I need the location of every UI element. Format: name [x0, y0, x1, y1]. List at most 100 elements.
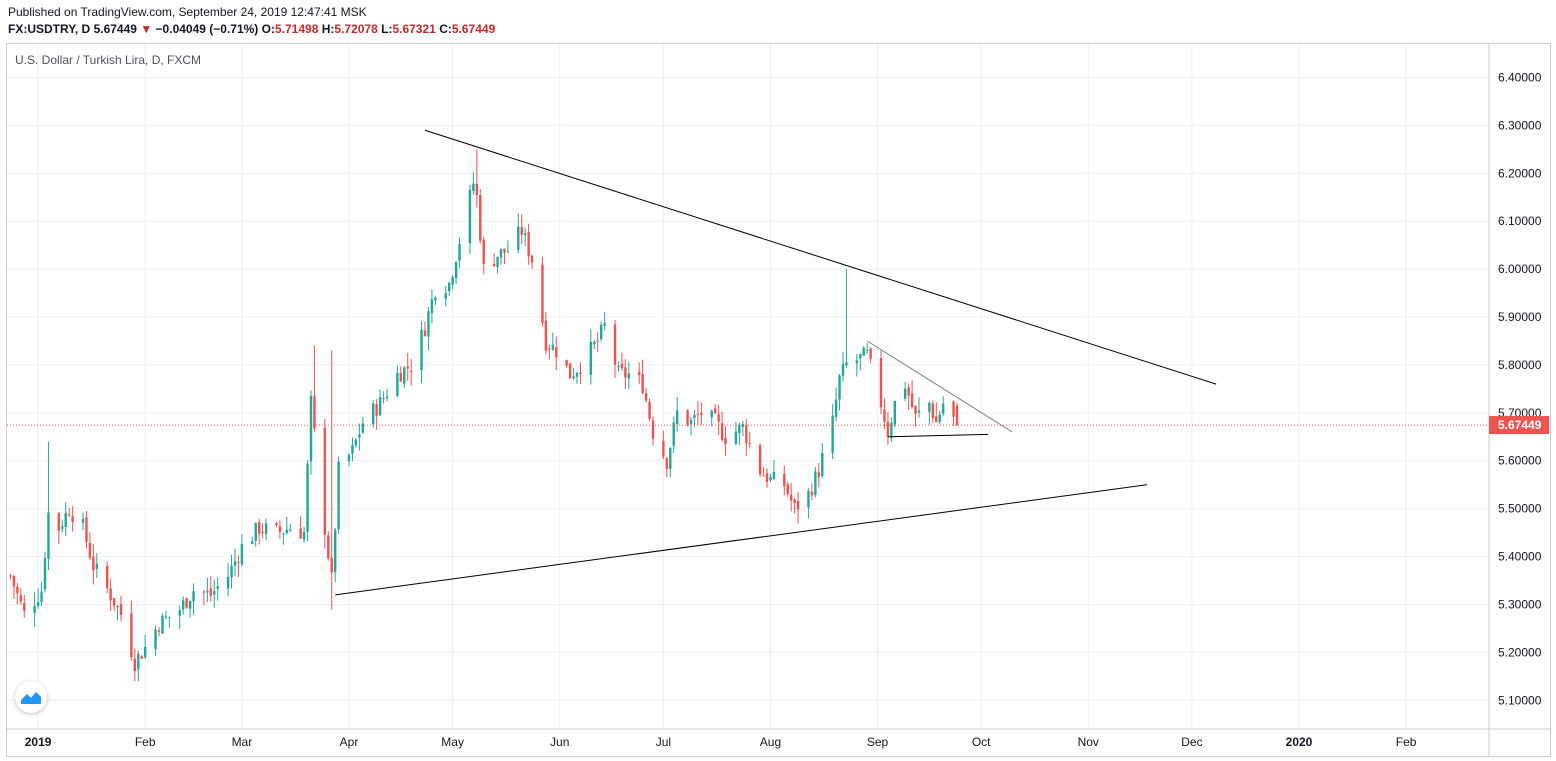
candle-body [361, 423, 365, 433]
candle-body [648, 401, 651, 419]
candle-body [579, 372, 582, 374]
candle-body [669, 448, 672, 469]
candle-body [955, 405, 959, 426]
candle-body [64, 513, 67, 527]
candle-body [213, 591, 216, 595]
tradingview-logo-icon[interactable] [15, 681, 47, 713]
candle-body [890, 422, 893, 439]
open-label: O: [261, 22, 275, 36]
candle-body [672, 422, 675, 446]
high-label: H: [321, 22, 335, 36]
candle-body [544, 320, 548, 351]
down-triangle-icon: ▼ [140, 22, 153, 36]
candle-body [154, 629, 157, 650]
candle-body [859, 354, 862, 359]
price-tick-label: 5.80000 [1498, 358, 1542, 372]
candle-body [88, 543, 92, 558]
candle-body [206, 590, 209, 593]
candle-body [423, 330, 427, 336]
candle-body [472, 183, 475, 191]
candle-body [61, 526, 64, 529]
candle-body [19, 595, 23, 602]
close-value: 5.67449 [451, 22, 496, 36]
candle-body [641, 373, 644, 393]
upper-resistance-line[interactable] [424, 129, 1217, 385]
candle-body [257, 522, 261, 534]
candle-body [952, 401, 955, 417]
candle-body [427, 311, 430, 337]
price-tick-label: 5.20000 [1498, 645, 1542, 659]
candle-body [644, 393, 648, 401]
candle-body [713, 408, 717, 414]
candle-body [527, 231, 530, 257]
price-tick-label: 6.00000 [1498, 262, 1542, 276]
candle-body [817, 472, 821, 478]
candle-body [323, 427, 327, 535]
candle-body [786, 484, 789, 495]
candle-body [133, 658, 137, 672]
candle-body [855, 360, 859, 364]
candle-body [9, 575, 12, 577]
pennant-upper-line[interactable] [866, 340, 1013, 433]
price-tick-label: 6.30000 [1498, 118, 1542, 132]
candle-body [814, 471, 817, 496]
candle-body [693, 415, 696, 419]
published-info: Published on TradingView.com, September … [8, 5, 367, 19]
candle-body [119, 604, 123, 615]
candle-body [523, 233, 527, 236]
chart-header: Published on TradingView.com, September … [0, 0, 1556, 42]
candle-body [95, 563, 99, 569]
candle-body [299, 528, 302, 539]
candle-body [396, 372, 399, 396]
candle-body [116, 606, 119, 608]
candle-body [617, 365, 620, 368]
price-tick-label: 5.90000 [1498, 310, 1542, 324]
chart-pane[interactable] [6, 43, 1551, 757]
symbol-label: FX:USDTRY, D [8, 22, 91, 36]
price-tick-label: 6.20000 [1498, 166, 1542, 180]
candle-body [845, 362, 848, 366]
time-tick-label: Oct [972, 735, 991, 749]
candle-body [506, 251, 510, 253]
candle-body [772, 472, 776, 479]
candle-body [458, 243, 461, 261]
candle-body [92, 556, 95, 571]
candle-body [406, 366, 409, 369]
candle-body [931, 403, 935, 419]
time-tick-label: Jul [656, 735, 671, 749]
candle-body [105, 565, 109, 589]
lower-support-line[interactable] [335, 484, 1148, 596]
pennant-lower-line[interactable] [887, 433, 989, 438]
candle-body [807, 490, 810, 508]
candle-body [378, 397, 382, 416]
candle-body [928, 402, 931, 412]
candle-body [85, 517, 88, 542]
candle-body [33, 605, 36, 613]
candle-body [385, 396, 389, 399]
candle-body [603, 323, 606, 326]
candle-body [43, 558, 47, 590]
candle-body [834, 399, 838, 418]
candle-body [57, 513, 61, 531]
candle-body [700, 412, 703, 415]
candle-body [185, 598, 188, 608]
candle-body [40, 591, 43, 602]
candle-body [16, 586, 19, 594]
candle-body [565, 359, 568, 366]
candle-body [869, 348, 872, 359]
price-tick-label: 5.10000 [1498, 693, 1542, 707]
price-tick-label: 5.50000 [1498, 502, 1542, 516]
time-tick-label: Jun [550, 735, 569, 749]
candle-body [793, 499, 796, 503]
candle-body [758, 445, 762, 475]
candle-body [555, 347, 558, 358]
candle-body [914, 406, 917, 414]
candle-body [686, 410, 689, 425]
time-tick-label: Aug [760, 735, 781, 749]
candle-body [624, 367, 627, 378]
candle-body [938, 414, 941, 422]
candle-body [696, 413, 700, 415]
candle-body [862, 347, 865, 356]
candle-body [503, 248, 506, 253]
